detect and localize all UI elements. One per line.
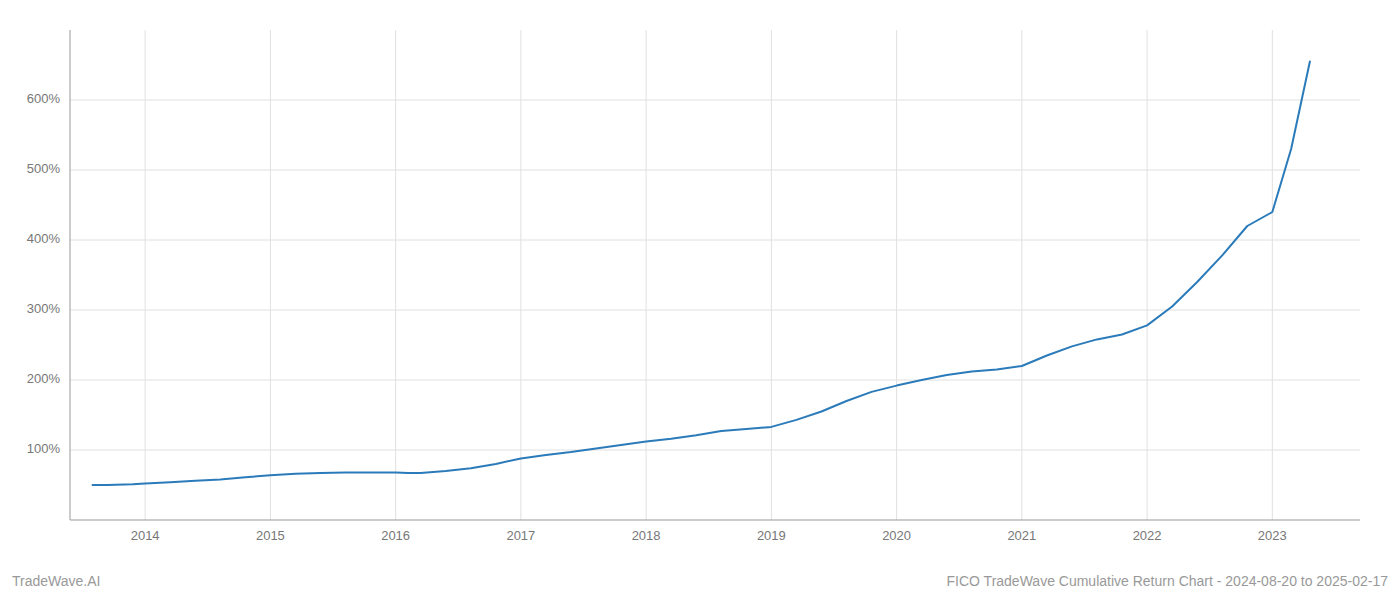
data-line	[93, 62, 1310, 486]
y-tick-label: 300%	[27, 301, 61, 316]
plot-area	[93, 62, 1310, 486]
title: FICO TradeWave Cumulative Return Chart -…	[947, 573, 1389, 589]
x-grid-line	[270, 30, 271, 520]
axes: 100% 200% 300% 400% 500% 600% 2014 2015 2016 2017…	[27, 30, 1360, 543]
x-grid-line	[1021, 30, 1022, 520]
x-tick-label: 2021	[1007, 528, 1036, 543]
chart: 100% 200% 300% 400% 500% 600% 2014 2015 2016 2017…	[0, 0, 1400, 600]
x-grid-line	[646, 30, 647, 520]
y-grid-line	[70, 450, 1360, 451]
x-tick-label: 2019	[757, 528, 786, 543]
x-grid-line	[771, 30, 772, 520]
x-tick-label: 2022	[1133, 528, 1162, 543]
y-axis-line	[70, 30, 71, 520]
x-tick-label: 2015	[256, 528, 285, 543]
y-tick-label: 600%	[27, 91, 61, 106]
y-tick-label: 200%	[27, 371, 61, 386]
x-grid-line	[896, 30, 897, 520]
x-tick-label: 2016	[381, 528, 410, 543]
x-grid-line	[520, 30, 521, 520]
x-tick-label: 2014	[131, 528, 160, 543]
y-grid-line	[70, 380, 1360, 381]
y-tick-label: 500%	[27, 161, 61, 176]
x-tick-label: 2023	[1258, 528, 1287, 543]
watermark: TradeWave.AI	[12, 573, 100, 589]
x-grid-line	[145, 30, 146, 520]
x-grid-line	[1272, 30, 1273, 520]
y-grid-line	[70, 100, 1360, 101]
x-tick-label: 2020	[882, 528, 911, 543]
x-tick-label: 2018	[632, 528, 661, 543]
y-grid-line	[70, 170, 1360, 171]
grid	[70, 30, 1360, 520]
y-tick-label: 400%	[27, 231, 61, 246]
x-grid-line	[395, 30, 396, 520]
x-grid-line	[1147, 30, 1148, 520]
y-grid-line	[70, 240, 1360, 241]
y-tick-label: 100%	[27, 441, 61, 456]
x-tick-label: 2017	[506, 528, 535, 543]
x-axis-line	[70, 520, 1360, 521]
